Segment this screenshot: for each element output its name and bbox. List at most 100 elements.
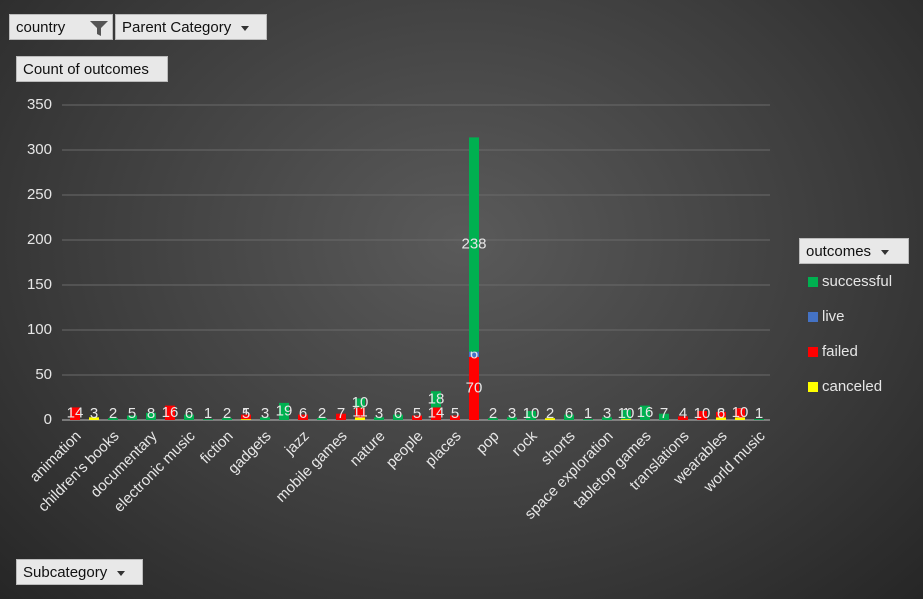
country-filter[interactable]: country bbox=[9, 14, 113, 40]
data-label: 3 bbox=[261, 405, 269, 422]
legend-swatch bbox=[808, 347, 818, 357]
bar-segment bbox=[526, 411, 536, 420]
legend-label: canceled bbox=[822, 378, 882, 395]
data-label: 2 bbox=[109, 405, 117, 422]
bar-segment bbox=[260, 417, 270, 420]
bar-segment bbox=[469, 137, 479, 352]
x-tick-label: people bbox=[383, 428, 427, 472]
data-label: 6 bbox=[299, 405, 307, 422]
y-axis-label: Count of outcomes bbox=[23, 61, 149, 78]
x-tick-label: nature bbox=[347, 428, 389, 470]
bar-segment bbox=[621, 410, 631, 420]
legend-label: successful bbox=[822, 273, 892, 290]
legend-field[interactable]: outcomes bbox=[799, 238, 909, 264]
data-label: 2 bbox=[223, 405, 231, 422]
bar-segment bbox=[374, 417, 384, 420]
filter-icon bbox=[90, 21, 108, 36]
bar-segment bbox=[165, 405, 175, 420]
x-tick-label: gadgets bbox=[225, 428, 275, 478]
bar-segment bbox=[431, 391, 441, 408]
x-tick-label: pop bbox=[473, 428, 503, 458]
legend-swatch bbox=[808, 382, 818, 392]
bar-segment bbox=[469, 357, 479, 420]
x-tick-label: rock bbox=[509, 427, 541, 459]
bar-segment bbox=[89, 417, 99, 420]
bar-segment bbox=[203, 419, 213, 420]
bar-segment bbox=[469, 351, 479, 357]
data-label: 7 bbox=[660, 405, 668, 422]
bar-segment bbox=[659, 413, 669, 420]
bar-segment bbox=[450, 415, 460, 420]
bar-segment bbox=[735, 417, 745, 420]
bar-segment bbox=[716, 411, 726, 418]
data-label: 10 bbox=[618, 405, 635, 422]
data-label: 10 bbox=[732, 404, 749, 421]
bar-segment bbox=[108, 418, 118, 420]
y-tick-label: 100 bbox=[27, 321, 52, 338]
y-tick-label: 0 bbox=[44, 411, 52, 428]
bar-segment bbox=[127, 415, 137, 420]
bar-segment bbox=[431, 407, 441, 420]
data-label: 4 bbox=[679, 405, 687, 422]
data-label: 6 bbox=[185, 405, 193, 422]
data-label: 10 bbox=[523, 405, 540, 422]
data-label: 6 bbox=[470, 345, 478, 362]
data-label: 5 bbox=[128, 405, 136, 422]
data-label: 5 bbox=[242, 405, 250, 422]
bar-segment bbox=[488, 418, 498, 420]
bar-segment bbox=[241, 419, 251, 420]
bar-segment bbox=[621, 419, 631, 420]
data-label: 16 bbox=[637, 404, 654, 421]
legend-swatch bbox=[808, 277, 818, 287]
bar-segment bbox=[602, 417, 612, 420]
bar-segment bbox=[678, 416, 688, 420]
data-label: 2 bbox=[489, 405, 497, 422]
data-label: 6 bbox=[394, 405, 402, 422]
x-tick-label: places bbox=[422, 428, 465, 471]
filter-label: country bbox=[16, 19, 66, 36]
bar-segment bbox=[241, 414, 251, 420]
x-axis-label: Subcategory bbox=[23, 564, 108, 581]
bar-segment bbox=[393, 414, 403, 420]
legend-label: live bbox=[822, 308, 845, 325]
legend-label: failed bbox=[822, 343, 858, 360]
filter-label: Parent Category bbox=[122, 19, 232, 36]
data-label: 16 bbox=[162, 404, 179, 421]
data-label: 5 bbox=[451, 405, 459, 422]
data-label: 3 bbox=[375, 405, 383, 422]
data-label: 70 bbox=[466, 379, 483, 396]
x-tick-label: jazz bbox=[281, 428, 313, 460]
parent-category-filter[interactable]: Parent Category bbox=[115, 14, 267, 40]
data-label: 14 bbox=[67, 405, 84, 422]
bar-segment bbox=[735, 408, 745, 418]
data-label: 19 bbox=[276, 402, 293, 419]
legend-title: outcomes bbox=[806, 243, 872, 260]
value-field[interactable]: Count of outcomes bbox=[16, 56, 168, 82]
bar-segment bbox=[146, 412, 156, 420]
data-label: 1 bbox=[242, 405, 250, 422]
axis-field[interactable]: Subcategory bbox=[16, 559, 143, 585]
bar-segment bbox=[222, 418, 232, 420]
data-label: 1 bbox=[204, 405, 212, 422]
bar-segment bbox=[507, 417, 517, 420]
bar-segment bbox=[355, 398, 365, 408]
bar-segment bbox=[545, 418, 555, 420]
y-tick-label: 150 bbox=[27, 276, 52, 293]
data-label: 1 bbox=[755, 405, 763, 422]
data-label: 10 bbox=[352, 394, 369, 411]
bar-segment bbox=[70, 407, 80, 420]
data-label: 5 bbox=[413, 405, 421, 422]
bar-segment bbox=[355, 407, 365, 418]
y-tick-label: 350 bbox=[27, 96, 52, 113]
data-label: 3 bbox=[508, 405, 516, 422]
bar-segment bbox=[279, 402, 289, 420]
bar-segment bbox=[754, 419, 764, 420]
bar-segment bbox=[716, 417, 726, 420]
bar-segment bbox=[583, 419, 593, 420]
bar-segment bbox=[564, 414, 574, 420]
data-label: 18 bbox=[428, 390, 445, 407]
bar-segment bbox=[355, 417, 365, 420]
data-label: 2 bbox=[546, 405, 554, 422]
